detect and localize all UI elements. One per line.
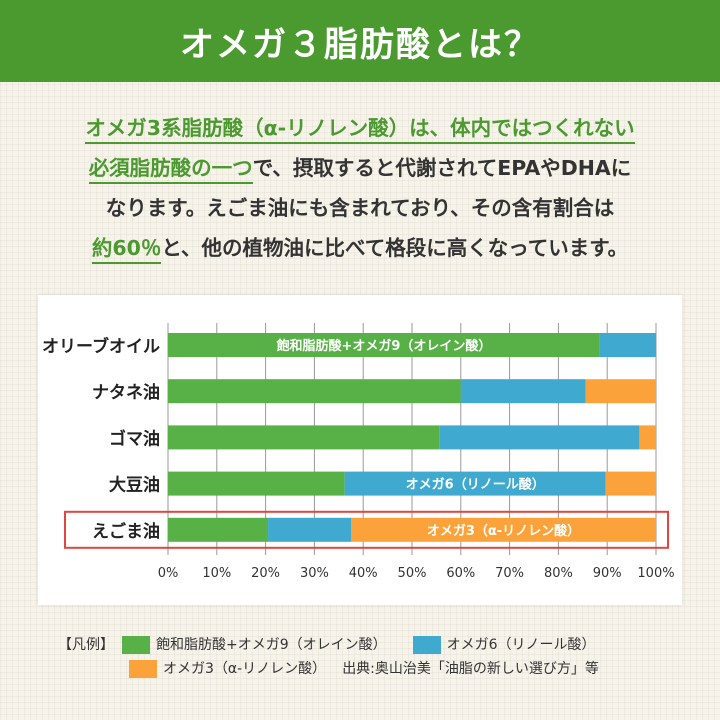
category-label: ナタネ油 (92, 382, 160, 403)
intro-line: で、摂取すると代謝されてEPAやDHAに (252, 156, 632, 180)
category-label: 大豆油 (109, 475, 160, 496)
category-label: オリーブオイル (42, 336, 160, 357)
bar-segment (168, 425, 440, 450)
category-label: ゴマ油 (109, 428, 160, 449)
highlight-box (64, 510, 669, 549)
legend-swatch-blue (412, 636, 441, 654)
bar-segment (168, 333, 600, 357)
bar-segment (168, 471, 345, 496)
x-tick-label: 100% (637, 566, 674, 581)
legend-swatch-green (122, 636, 150, 654)
source-note: 出典:奥山治美「油脂の新しい選び方」等 (342, 661, 599, 677)
bar-label: 飽和脂肪酸+オメガ9（オレイン酸） (275, 338, 491, 354)
intro-line: と、他の植物油に比べて格段に高くなっています。 (161, 236, 629, 260)
category-label: えごま油 (92, 521, 160, 542)
legend: 【凡例】 飽和脂肪酸+オメガ9（オレイン酸） オメガ6（リノール酸） オメガ3（… (58, 633, 599, 681)
bar-segment (351, 517, 656, 542)
title-banner: オメガ３脂肪酸とは？ (0, 0, 720, 82)
bar-label: オメガ3（α-リノレン酸） (427, 523, 580, 539)
bar-label: オメガ6（リノール酸） (406, 477, 545, 493)
bar-segment (268, 517, 351, 542)
bar-segment (344, 471, 606, 496)
legend-item: 飽和脂肪酸+オメガ9（オレイン酸） (156, 637, 387, 653)
bar-segment (639, 425, 656, 450)
legend-swatch-orange (129, 660, 157, 678)
x-tick-label: 20% (251, 566, 280, 581)
page-title: オメガ３脂肪酸とは？ (180, 24, 540, 65)
bar-segment (460, 379, 586, 404)
x-tick-label: 90% (593, 566, 622, 581)
bar-segment (168, 379, 461, 404)
legend-item: オメガ6（リノール酸） (446, 637, 596, 653)
x-tick-label: 50% (398, 566, 427, 581)
stacked-bar-chart: 0% 10% 20% 30% 40% 50% 60% 70% 80% 90% 100% オリーブオイル… (42, 323, 675, 581)
x-tick-label: 40% (349, 566, 378, 581)
bar-segment (168, 517, 269, 542)
bar-segment (599, 333, 656, 357)
x-tick-label: 0% (158, 566, 179, 581)
intro-highlight: 必須脂肪酸の一つ (88, 156, 253, 184)
legend-item: オメガ3（α-リノレン酸） (163, 661, 327, 677)
legend-prefix: 【凡例】 (58, 637, 114, 653)
intro-line: なります。えごま油にも含まれており、その含有割合は (105, 196, 615, 220)
intro-text: オメガ3系脂肪酸（α-リノレン酸）は、体内ではつくれない 必須脂肪酸の一つで、摂… (30, 108, 690, 268)
x-tick-label: 60% (446, 566, 475, 581)
x-tick-label: 10% (202, 566, 231, 581)
intro-highlight: オメガ3系脂肪酸（α-リノレン酸）は、体内ではつくれない (85, 116, 635, 144)
x-tick-label: 80% (544, 566, 573, 581)
x-tick-label: 30% (300, 566, 329, 581)
bar-segment (439, 425, 640, 450)
intro-highlight: 約60％ (91, 236, 162, 264)
chart-panel: 0% 10% 20% 30% 40% 50% 60% 70% 80% 90% 100% オリーブオイル… (38, 295, 682, 605)
x-tick-label: 70% (495, 566, 524, 581)
bar-segment (585, 379, 656, 404)
bar-segment (605, 471, 656, 496)
